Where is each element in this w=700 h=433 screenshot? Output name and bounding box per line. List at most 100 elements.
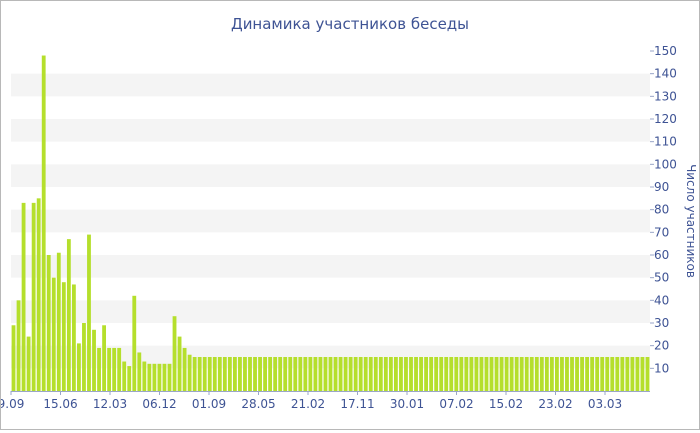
x-tick-label: 21.02 <box>291 397 325 411</box>
bar <box>222 357 227 391</box>
x-tick-label: 01.09 <box>192 397 226 411</box>
bar <box>358 357 363 391</box>
bar <box>248 357 252 391</box>
y-tick-label: 50 <box>654 271 669 285</box>
bar <box>393 357 398 391</box>
bar <box>514 357 519 391</box>
bar <box>409 357 413 391</box>
bar <box>26 336 31 391</box>
bar <box>187 354 192 391</box>
bar <box>238 357 242 391</box>
bar <box>227 357 232 391</box>
bar <box>635 357 640 391</box>
bar <box>268 357 273 391</box>
bar <box>66 239 71 391</box>
y-tick-label: 60 <box>654 248 669 262</box>
bar <box>258 357 262 391</box>
bar <box>570 357 574 391</box>
bar <box>544 357 549 391</box>
bar <box>620 357 625 391</box>
bar <box>137 352 142 391</box>
bar <box>439 357 444 391</box>
x-tick-label: 12.03 <box>93 397 127 411</box>
bar <box>16 300 21 391</box>
bar <box>56 252 61 391</box>
x-tick-label: 15.06 <box>43 397 77 411</box>
x-tick-label: 03.03 <box>588 397 622 411</box>
bar <box>36 198 41 391</box>
bar <box>313 357 318 391</box>
bar <box>288 357 293 391</box>
y-tick-label: 30 <box>654 316 669 330</box>
bar <box>549 357 554 391</box>
bar <box>328 357 333 391</box>
bar <box>303 357 308 391</box>
bar <box>278 357 283 391</box>
bar <box>127 366 132 391</box>
bar <box>560 357 564 391</box>
bar <box>217 357 222 391</box>
bar <box>424 357 429 391</box>
bar <box>509 357 514 391</box>
bar <box>147 363 152 391</box>
bar <box>293 357 298 391</box>
y-tick-label: 110 <box>654 135 677 149</box>
bar <box>61 282 66 391</box>
bar <box>298 357 303 391</box>
bar <box>534 357 539 391</box>
bar <box>21 202 26 391</box>
bar <box>378 357 383 391</box>
bar <box>464 357 469 391</box>
bar <box>232 357 237 391</box>
bar <box>474 357 479 391</box>
bar <box>283 357 288 391</box>
bar <box>600 357 605 391</box>
x-tick-label: 28.05 <box>241 397 275 411</box>
x-tick-label: 06.12 <box>142 397 176 411</box>
bar <box>182 347 187 391</box>
grid-bands <box>11 73 650 369</box>
x-tick-label: 17.11 <box>340 397 374 411</box>
bar <box>152 363 157 391</box>
grid-band <box>11 164 650 187</box>
bar <box>373 357 378 391</box>
bar <box>253 357 257 391</box>
bar <box>102 325 106 391</box>
bar <box>87 234 91 391</box>
bar <box>162 363 167 391</box>
bar <box>348 357 353 391</box>
bar <box>585 357 590 391</box>
bar <box>308 357 313 391</box>
x-tick-label: 23.02 <box>538 397 572 411</box>
y-tick-label: 20 <box>654 339 669 353</box>
bar-series <box>11 55 650 391</box>
bar <box>519 357 524 391</box>
bar <box>172 316 177 391</box>
bar <box>539 357 544 391</box>
bar <box>368 357 373 391</box>
bar <box>212 357 217 391</box>
bar <box>610 357 615 391</box>
bar <box>605 357 610 391</box>
grid-band <box>11 119 650 142</box>
y-tick-label: 10 <box>654 361 669 375</box>
bar <box>414 357 418 391</box>
bar <box>444 357 449 391</box>
bar <box>142 361 147 391</box>
bar <box>31 202 36 391</box>
bar <box>122 361 127 391</box>
bar <box>399 357 403 391</box>
bar <box>343 357 348 391</box>
bar <box>383 357 388 391</box>
bar <box>71 284 76 391</box>
bar <box>263 357 267 391</box>
bar <box>51 277 56 391</box>
bar <box>117 347 122 391</box>
y-tick-label: 140 <box>654 67 677 81</box>
bar <box>132 295 137 391</box>
bar <box>640 357 645 391</box>
bar <box>615 357 620 391</box>
bar <box>580 357 584 391</box>
bar <box>92 329 96 391</box>
